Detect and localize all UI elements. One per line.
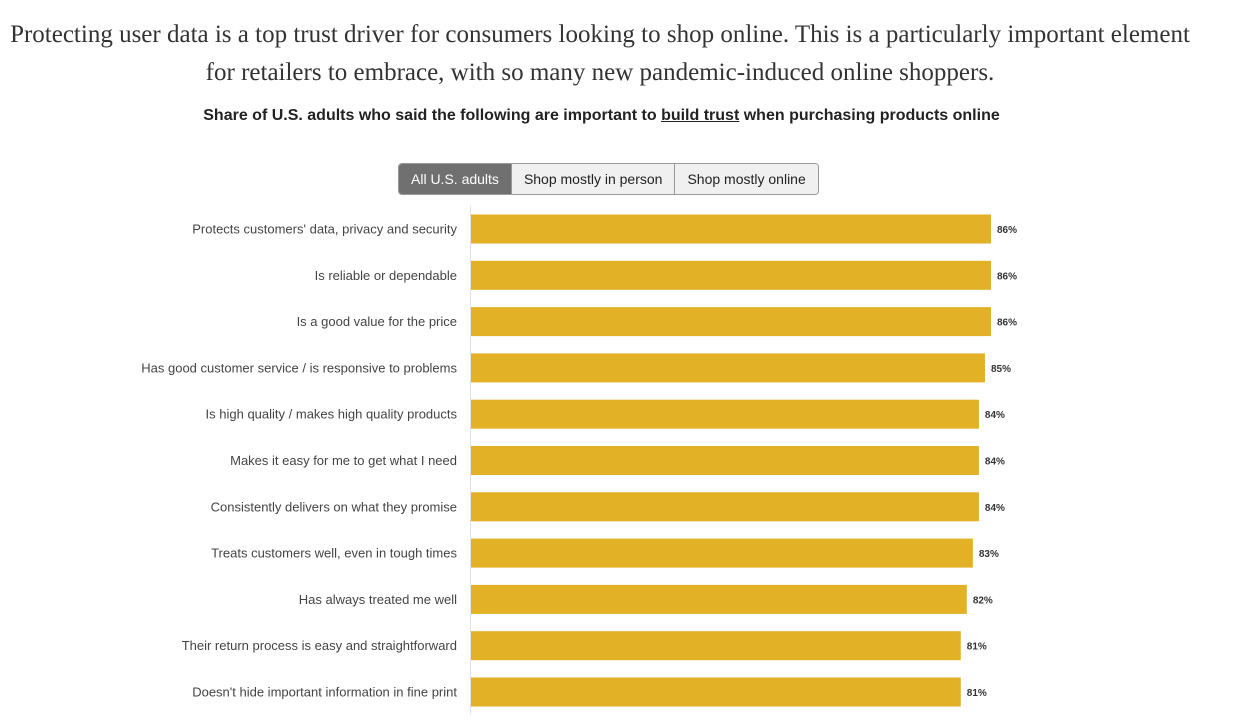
category-label: Is reliable or dependable	[315, 268, 457, 283]
chart-title: Share of U.S. adults who said the follow…	[0, 107, 1203, 125]
category-label: Consistently delivers on what they promi…	[211, 499, 457, 514]
value-label: 82%	[973, 595, 993, 606]
bar[interactable]	[471, 677, 961, 707]
category-label: Makes it easy for me to get what I need	[230, 453, 457, 468]
intro-line-1: Protecting user data is a top trust driv…	[10, 21, 1190, 48]
bar[interactable]	[471, 399, 979, 429]
category-label: Treats customers well, even in tough tim…	[211, 546, 457, 561]
value-label: 84%	[985, 410, 1005, 421]
value-label: 86%	[997, 318, 1017, 329]
category-label: Has always treated me well	[299, 592, 457, 607]
value-label: 81%	[967, 642, 987, 653]
value-label: 84%	[985, 503, 1005, 514]
bar[interactable]	[471, 353, 985, 383]
bar[interactable]	[471, 492, 979, 522]
value-label: 86%	[997, 271, 1017, 282]
tab-shop-online[interactable]: Shop mostly online	[674, 164, 818, 194]
category-label: Protects customers' data, privacy and se…	[192, 222, 457, 237]
bar[interactable]	[471, 260, 991, 290]
value-label: 86%	[997, 225, 1017, 236]
value-label: 81%	[967, 688, 987, 699]
value-label: 84%	[985, 457, 1005, 468]
intro-text: Protecting user data is a top trust driv…	[0, 16, 1200, 92]
category-label: Has good customer service / is responsiv…	[141, 360, 457, 375]
bar[interactable]	[471, 446, 979, 475]
title-text-end: when purchasing products online	[739, 107, 1000, 124]
intro-line-2: for retailers to embrace, with so many n…	[205, 59, 995, 86]
value-label: 83%	[979, 549, 999, 560]
bar[interactable]	[471, 214, 991, 244]
bar[interactable]	[471, 307, 991, 337]
tab-shop-in-person[interactable]: Shop mostly in person	[510, 164, 675, 194]
category-label: Their return process is easy and straigh…	[182, 638, 457, 653]
build-trust-link[interactable]: build trust	[661, 107, 740, 124]
value-label: 85%	[991, 364, 1011, 375]
category-label: Doesn't hide important information in fi…	[192, 685, 457, 700]
bar[interactable]	[471, 584, 967, 614]
segment-tabs: All U.S. adults Shop mostly in person Sh…	[398, 163, 819, 195]
category-label: Is a good value for the price	[297, 314, 457, 329]
bar[interactable]	[471, 631, 961, 661]
y-axis-line	[470, 206, 471, 714]
title-text: Share of U.S. adults who said the follow…	[203, 107, 662, 124]
tab-all-adults[interactable]: All U.S. adults	[399, 164, 511, 194]
category-label: Is high quality / makes high quality pro…	[206, 407, 458, 422]
bar[interactable]	[471, 538, 973, 568]
